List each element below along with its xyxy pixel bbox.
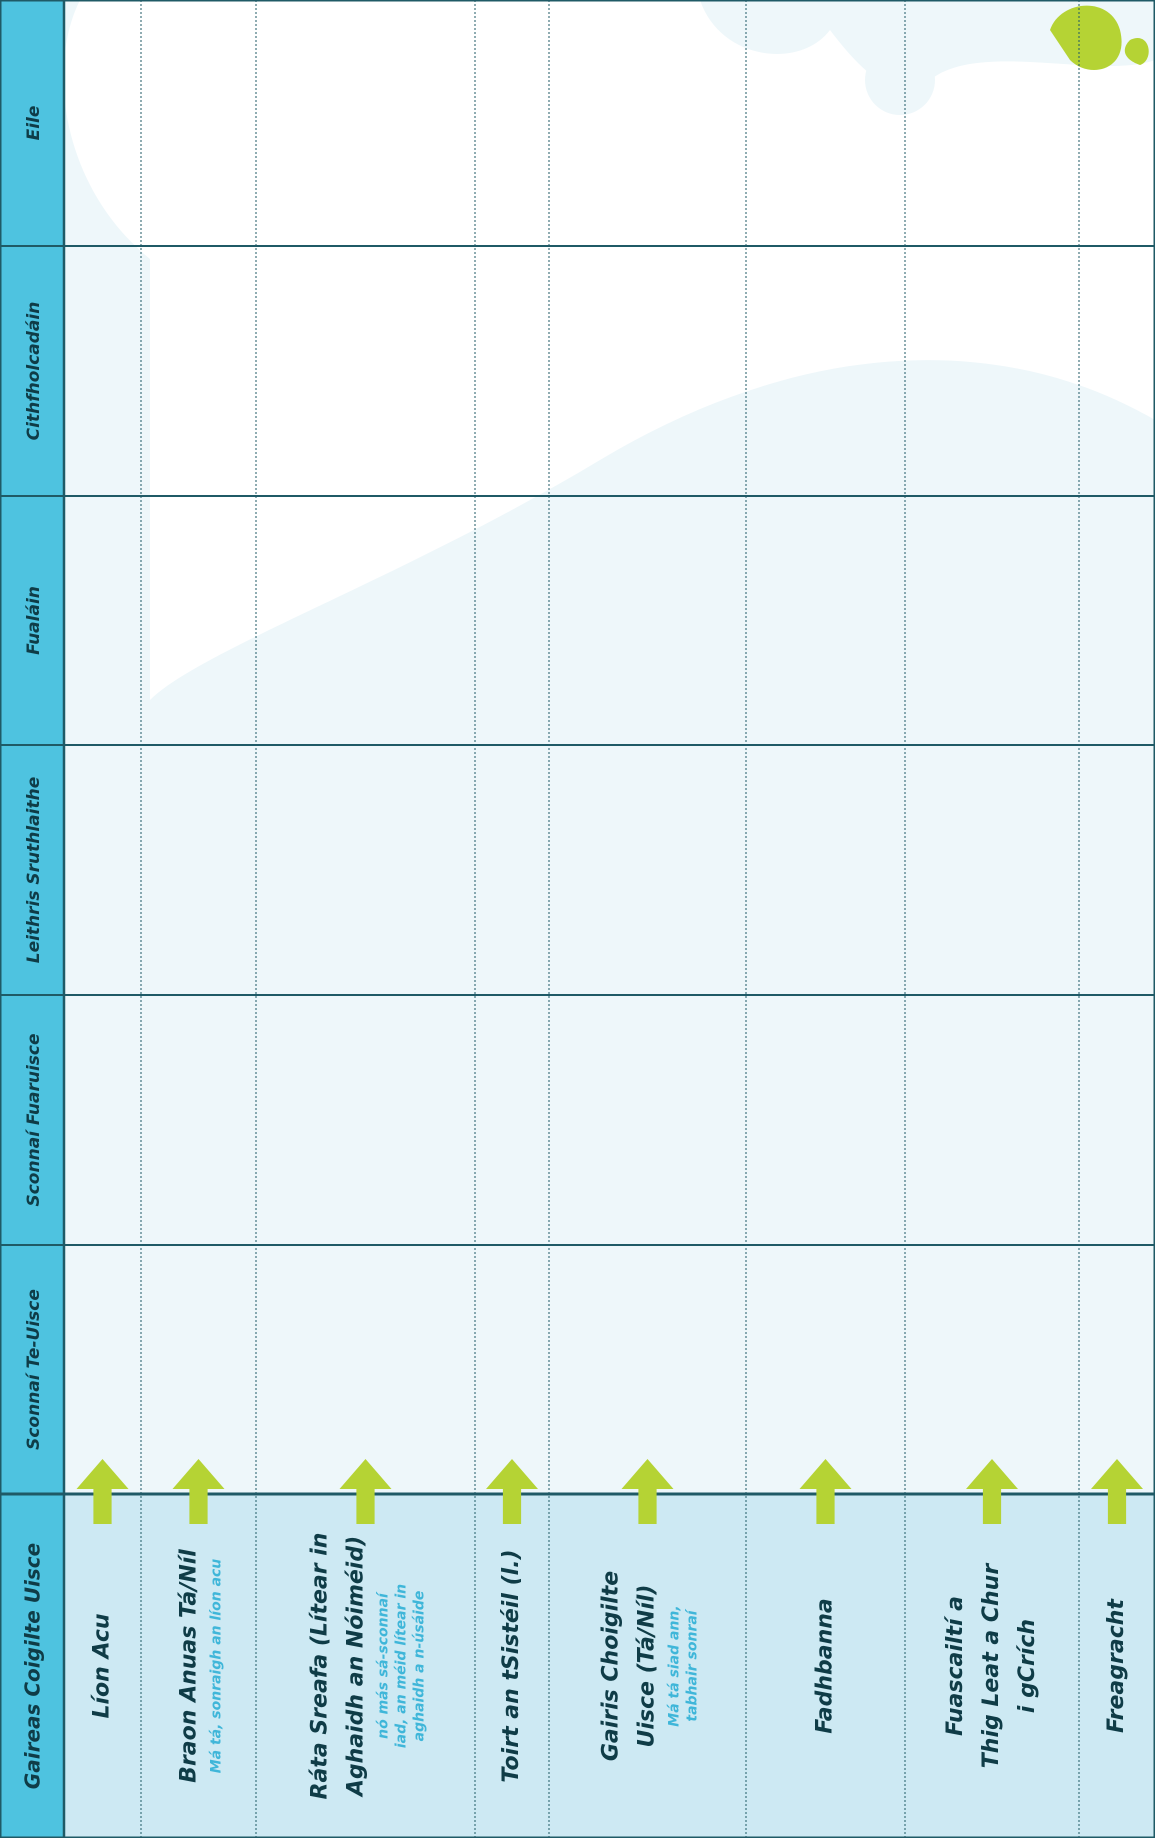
row-note: aghaidh a n-úsáide: [412, 1591, 428, 1742]
arrow: [486, 1459, 538, 1524]
row-label: Fuascailtí a: [943, 1596, 968, 1736]
row-label: i gCrích: [1015, 1619, 1040, 1713]
column-header: Gaireas Coigilte Uisce: [21, 1543, 45, 1789]
row-label: Freagracht: [1104, 1598, 1129, 1733]
arrow: [621, 1459, 674, 1524]
label-column: [64, 1494, 1155, 1838]
row-label: Braon Anuas Tá/Níl: [177, 1549, 202, 1783]
arrow: [76, 1459, 129, 1524]
blob: [150, 0, 1155, 700]
arrow: [799, 1459, 852, 1524]
decoration: [1124, 37, 1149, 65]
row-note: nó más sá-sconnaí: [376, 1591, 392, 1739]
row-note: Má tá, sonraigh an líon acu: [209, 1559, 225, 1774]
arrow: [966, 1459, 1018, 1524]
column-header: Eile: [24, 106, 44, 141]
blob: [865, 45, 935, 115]
column-header: Cithfholcadáin: [24, 302, 44, 441]
row-note: iad, an méid lítear in: [394, 1584, 410, 1748]
arrow: [339, 1459, 392, 1524]
arrow: [172, 1459, 225, 1524]
row-label: Fadhbanna: [813, 1598, 838, 1734]
row-label: Gairis Choigilte: [599, 1571, 624, 1761]
column-header: Sconnaí Fuaruisce: [24, 1033, 44, 1206]
column-header: Sconnaí Te-Uisce: [24, 1289, 44, 1450]
row-label: Toirt an tSistéil (l.): [499, 1549, 524, 1782]
row-label: Líon Acu: [90, 1613, 115, 1718]
row-note: Má tá siad ann,: [667, 1605, 683, 1726]
header-band: [0, 0, 64, 1838]
arrow: [1091, 1459, 1143, 1524]
row-note: tabhair sonraí: [685, 1608, 701, 1721]
row-label: Uisce (Tá/Níl): [635, 1584, 660, 1747]
column-header: Leithris Sruthlaithe: [24, 777, 44, 964]
row-label: Ráta Sreafa (Lítear in: [308, 1533, 333, 1800]
row-label: Aghaidh an Nóiméid): [344, 1536, 369, 1798]
column-header: Fualáin: [24, 586, 44, 655]
row-label: Thig Leat a Chur: [979, 1563, 1004, 1769]
decoration: [1050, 5, 1122, 70]
